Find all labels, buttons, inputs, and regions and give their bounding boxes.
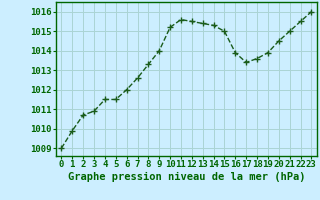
X-axis label: Graphe pression niveau de la mer (hPa): Graphe pression niveau de la mer (hPa): [68, 172, 305, 182]
